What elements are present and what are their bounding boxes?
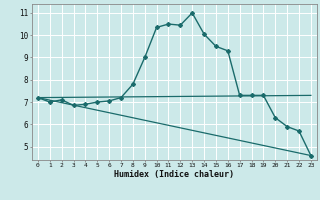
X-axis label: Humidex (Indice chaleur): Humidex (Indice chaleur) <box>115 170 234 179</box>
